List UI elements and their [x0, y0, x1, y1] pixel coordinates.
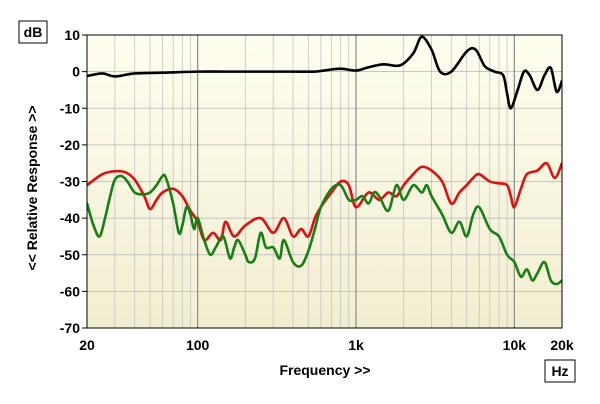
y-tick-label: -30: [60, 174, 80, 190]
y-axis-title: << Relative Response >>: [24, 106, 40, 271]
series-line-3: [87, 173, 562, 286]
y-tick-label: -60: [60, 283, 80, 299]
y-tick-label: -10: [60, 100, 80, 116]
minor-gridlines: [87, 34, 562, 329]
y-tick-label: -40: [60, 210, 80, 226]
x-tick-label: 1k: [348, 337, 364, 353]
y-tick-label: -70: [60, 320, 80, 336]
y-tick-label: 10: [64, 27, 80, 43]
x-tick-label: 20k: [550, 337, 574, 353]
y-unit-box: dB: [18, 20, 48, 44]
y-tick-labels: 10 0 -10 -20 -30 -40 -50 -60 -70: [60, 27, 87, 336]
major-gridlines: [197, 35, 515, 328]
x-tick-label: 20: [79, 337, 95, 353]
x-tick-label: 100: [186, 337, 210, 353]
x-unit-label: Hz: [551, 363, 568, 379]
x-tick-labels: 20 100 1k 10k 20k: [79, 337, 574, 353]
y-tick-label: -20: [60, 137, 80, 153]
x-tick-label: 10k: [503, 337, 527, 353]
x-unit-box: Hz: [544, 359, 576, 383]
y-unit-label: dB: [24, 24, 43, 40]
y-tick-label: -50: [60, 247, 80, 263]
y-tick-label: 0: [72, 64, 80, 80]
x-axis-title: Frequency >>: [279, 362, 370, 378]
series-line-1: [87, 35, 562, 110]
series-layer: [87, 35, 562, 286]
